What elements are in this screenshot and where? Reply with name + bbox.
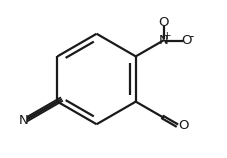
Text: -: - [188, 30, 192, 43]
Text: +: + [162, 31, 171, 41]
Text: N: N [158, 34, 168, 47]
Text: N: N [18, 114, 28, 127]
Text: O: O [178, 119, 188, 132]
Text: O: O [180, 34, 191, 47]
Text: O: O [158, 16, 168, 29]
